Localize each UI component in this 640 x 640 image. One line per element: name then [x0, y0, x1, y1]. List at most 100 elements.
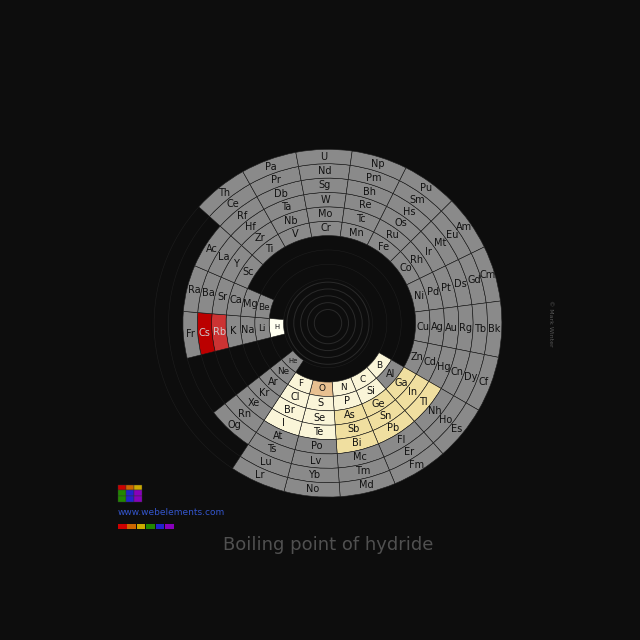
Text: Hf: Hf [245, 221, 256, 232]
Bar [126, 484, 134, 490]
Wedge shape [367, 400, 405, 431]
Text: Mt: Mt [435, 239, 447, 248]
Text: Bh: Bh [363, 186, 376, 196]
Wedge shape [231, 209, 271, 245]
Text: Ag: Ag [431, 322, 444, 332]
Wedge shape [282, 351, 303, 372]
Wedge shape [252, 234, 285, 264]
Text: Mc: Mc [353, 452, 367, 462]
Text: Sm: Sm [410, 195, 426, 205]
Text: Lr: Lr [255, 470, 265, 481]
Wedge shape [407, 278, 429, 312]
Text: Cs: Cs [199, 328, 211, 339]
Text: Lu: Lu [260, 458, 272, 467]
Text: Fr: Fr [186, 330, 195, 339]
Text: Boiling point of hydride: Boiling point of hydride [223, 536, 433, 554]
Text: Mg: Mg [243, 299, 257, 308]
Text: Ta: Ta [280, 202, 291, 212]
Text: Eu: Eu [446, 230, 458, 240]
Bar [165, 524, 173, 529]
Wedge shape [197, 312, 215, 355]
Wedge shape [227, 283, 248, 316]
Text: Fl: Fl [397, 435, 405, 445]
Wedge shape [332, 378, 356, 396]
Text: V: V [292, 229, 299, 239]
Wedge shape [374, 220, 411, 252]
Wedge shape [269, 319, 285, 337]
Wedge shape [256, 420, 298, 450]
Text: Cm: Cm [479, 271, 496, 280]
Wedge shape [367, 232, 401, 262]
Text: Mn: Mn [349, 228, 364, 237]
Wedge shape [442, 307, 459, 349]
Wedge shape [386, 367, 416, 400]
Wedge shape [433, 266, 458, 308]
Text: Ba: Ba [202, 288, 214, 298]
Wedge shape [272, 396, 306, 422]
Text: Pb: Pb [387, 423, 399, 433]
Text: Pm: Pm [365, 173, 381, 183]
Text: Xe: Xe [248, 399, 260, 408]
Text: Rn: Rn [237, 409, 251, 419]
Wedge shape [271, 209, 309, 234]
Text: Cu: Cu [416, 321, 429, 332]
Text: At: At [273, 431, 283, 441]
Text: Ge: Ge [371, 399, 385, 408]
Bar [127, 524, 136, 529]
Wedge shape [284, 477, 340, 497]
Text: Tm: Tm [355, 467, 371, 476]
Text: Y: Y [233, 259, 239, 269]
Text: Sr: Sr [217, 292, 227, 302]
Text: C: C [360, 374, 366, 384]
Wedge shape [241, 316, 257, 344]
Text: Cd: Cd [424, 356, 436, 367]
Wedge shape [456, 305, 473, 352]
Wedge shape [257, 180, 304, 209]
Wedge shape [414, 310, 430, 343]
Wedge shape [280, 385, 310, 408]
Wedge shape [212, 277, 234, 315]
Wedge shape [378, 421, 424, 457]
Wedge shape [264, 408, 302, 436]
Wedge shape [226, 315, 243, 348]
Text: Ca: Ca [230, 295, 243, 305]
Wedge shape [336, 431, 378, 454]
Text: Os: Os [394, 218, 407, 228]
Text: Br: Br [284, 405, 295, 415]
Wedge shape [259, 368, 288, 396]
Wedge shape [350, 151, 406, 180]
Wedge shape [428, 308, 444, 346]
Wedge shape [376, 360, 404, 389]
Text: Ds: Ds [454, 278, 467, 289]
Wedge shape [335, 417, 373, 439]
Wedge shape [306, 394, 334, 411]
Wedge shape [198, 271, 221, 314]
Text: Ni: Ni [413, 291, 424, 301]
Wedge shape [351, 367, 376, 391]
Bar [156, 524, 164, 529]
Text: Gd: Gd [467, 275, 481, 285]
Wedge shape [241, 289, 260, 317]
Wedge shape [380, 206, 421, 241]
Text: Bi: Bi [352, 438, 361, 449]
Wedge shape [346, 179, 393, 206]
Wedge shape [420, 272, 444, 310]
Wedge shape [307, 207, 344, 223]
Text: Fe: Fe [378, 241, 389, 252]
Wedge shape [401, 241, 433, 278]
Wedge shape [310, 380, 333, 396]
Text: U: U [321, 152, 328, 161]
Wedge shape [236, 386, 272, 420]
Text: Nh: Nh [428, 406, 442, 415]
Text: Rg: Rg [460, 323, 472, 333]
Wedge shape [296, 149, 352, 166]
Bar [126, 497, 134, 502]
Wedge shape [304, 193, 346, 209]
Text: Pa: Pa [265, 161, 277, 172]
Wedge shape [367, 353, 392, 378]
Wedge shape [424, 396, 466, 443]
Text: In: In [408, 387, 417, 397]
Wedge shape [208, 236, 241, 277]
Text: He: He [288, 358, 298, 364]
Text: N: N [340, 383, 346, 392]
